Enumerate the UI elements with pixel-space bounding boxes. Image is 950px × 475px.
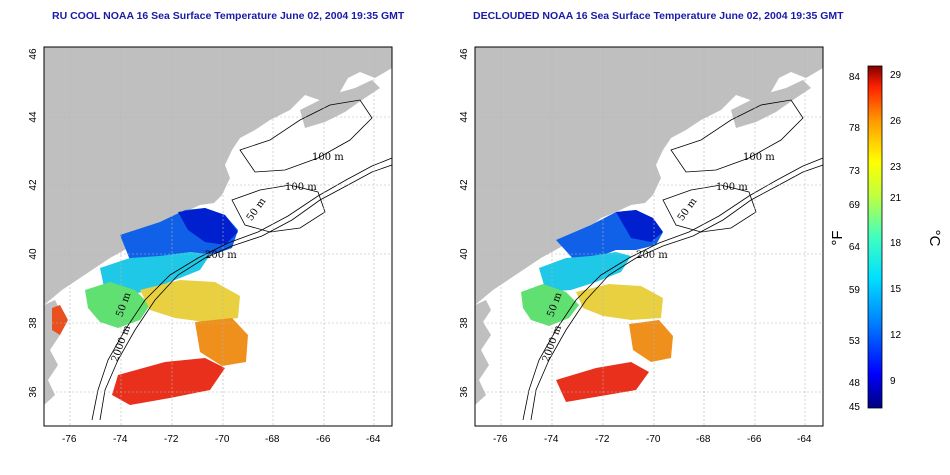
map-raw-x-axis: -76 -74 -72 -70 -68 -66 -64 (62, 434, 381, 445)
colorbar-celsius-ticks: 29 26 23 21 18 15 12 9 (890, 70, 902, 387)
map-declouded-ytick: 36 (459, 386, 470, 398)
map-declouded-grid (475, 47, 823, 426)
colorbar-f-tick: 64 (849, 242, 861, 253)
map-declouded-x-axis: -76 -74 -72 -70 -68 -66 -64 (493, 434, 812, 445)
map-declouded-ytick: 46 (459, 48, 470, 60)
map-raw-frame-group: 100 m 100 m 50 m 200 m 50 m 2000 m -76 -… (28, 46, 393, 445)
colorbar-f-tick: 78 (849, 123, 861, 134)
map-raw-ytick: 38 (28, 317, 39, 329)
map-declouded-xtick: -66 (747, 434, 762, 445)
map-raw-xtick: -66 (316, 434, 331, 445)
map-declouded-contour-label-100b: 100 m (716, 182, 748, 193)
colorbar-c-tick: 23 (890, 162, 902, 173)
map-declouded-xtick: -76 (493, 434, 508, 445)
colorbar-c-tick: 26 (890, 116, 902, 127)
map-raw-ytick: 46 (28, 48, 39, 60)
map-raw-xtick: -74 (113, 434, 128, 445)
colorbar-f-tick: 73 (849, 166, 861, 177)
colorbar-c-tick: 12 (890, 330, 902, 341)
colorbar-f-tick: 59 (849, 285, 861, 296)
map-raw-contour-label-100b: 100 m (285, 182, 317, 193)
colorbar-c-tick: 18 (890, 238, 902, 249)
map-raw-land-novascotia (300, 80, 380, 128)
map-raw-xtick: -68 (265, 434, 280, 445)
map-raw-sst-coastal (52, 305, 68, 335)
map-declouded-ytick: 38 (459, 317, 470, 329)
map-declouded-ytick: 42 (459, 179, 470, 191)
map-raw-sst-yellow (140, 280, 240, 322)
colorbar-f-tick: 48 (849, 378, 861, 389)
map-raw-contour-gulf (239, 99, 373, 173)
colorbar-unit-fahrenheit: °F (829, 230, 846, 245)
colorbar-f-tick: 84 (849, 72, 861, 83)
map-declouded-border (474, 46, 824, 427)
map-raw-land-south (44, 300, 60, 405)
map-raw-contour-inner (231, 184, 326, 233)
map-declouded-contour-label-100a: 100 m (743, 152, 775, 163)
map-declouded-xtick: -72 (595, 434, 610, 445)
map-raw-ytick: 36 (28, 386, 39, 398)
colorbar-gradient (867, 65, 883, 409)
map-declouded-xtick: -64 (797, 434, 812, 445)
map-raw-xtick: -72 (164, 434, 179, 445)
colorbar-c-tick: 9 (890, 376, 896, 387)
map-raw-contour-slope (91, 157, 393, 421)
colorbar-c-tick: 15 (890, 284, 902, 295)
map-raw-sst-red (112, 358, 225, 405)
map-raw-contour-label-100a: 100 m (312, 152, 344, 163)
map-title-declouded: DECLOUDED NOAA 16 Sea Surface Temperatur… (473, 10, 844, 22)
map-declouded-contour-gulf (670, 99, 804, 173)
map-raw-xtick: -70 (215, 434, 230, 445)
colorbar-f-tick: 69 (849, 200, 861, 211)
colorbar-f-tick: 53 (849, 336, 861, 347)
map-declouded-sst-green (521, 284, 579, 326)
map-raw-ytick: 40 (28, 248, 39, 260)
map-declouded-land-novascotia (731, 80, 811, 128)
map-declouded-sst-cyan (539, 252, 631, 292)
map-declouded-ytick: 40 (459, 248, 470, 260)
map-raw-contour-label-200: 200 m (205, 250, 237, 261)
map-raw-ytick: 44 (28, 111, 39, 123)
map-raw-xtick: -64 (366, 434, 381, 445)
map-declouded-xtick: -68 (696, 434, 711, 445)
map-title-raw: RU COOL NOAA 16 Sea Surface Temperature … (52, 10, 405, 22)
map-raw-grid (44, 47, 392, 426)
map-declouded-sst-darkblue (616, 210, 663, 242)
map-raw-y-axis: 46 44 42 40 38 36 (28, 48, 39, 398)
map-declouded-xtick: -74 (544, 434, 559, 445)
map-declouded-contour-label-200: 200 m (636, 250, 668, 261)
map-declouded-xtick: -70 (646, 434, 661, 445)
map-declouded-contour-slope (522, 157, 824, 421)
map-declouded-land-south (475, 300, 491, 405)
map-declouded-contour-inner (662, 184, 757, 233)
map-declouded-y-axis: 46 44 42 40 38 36 (459, 48, 470, 398)
map-raw-sst-cyan (100, 252, 210, 296)
map-raw-border (43, 46, 393, 427)
map-declouded-sst-orange (629, 320, 673, 362)
map-raw-xtick: -76 (62, 434, 77, 445)
colorbar-unit-celsius: °C (926, 230, 943, 247)
colorbar-fahrenheit-ticks: 84 78 73 69 64 59 53 48 45 (849, 72, 861, 413)
colorbar-f-tick: 45 (849, 402, 861, 413)
map-declouded-sst-yellow (576, 284, 663, 320)
map-raw-sst-orange (195, 318, 248, 366)
map-declouded-ytick: 44 (459, 111, 470, 123)
map-raw-ytick: 42 (28, 179, 39, 191)
colorbar-c-tick: 21 (890, 193, 902, 204)
colorbar-c-tick: 29 (890, 70, 902, 81)
